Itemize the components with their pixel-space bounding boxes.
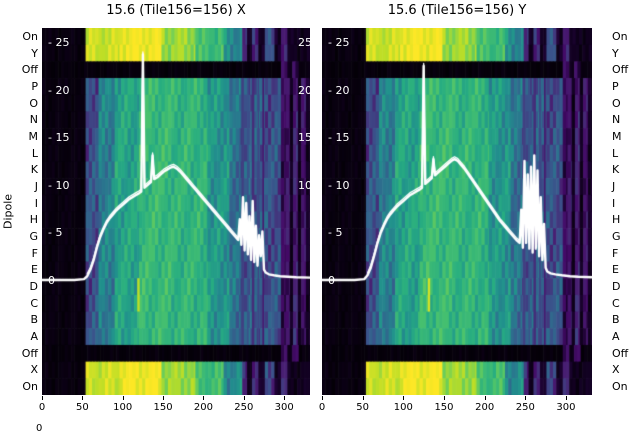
dipole-row-label: F <box>31 246 38 260</box>
heatmap-plot-y: - 25 - 20 - 15 - 10 - 5 0 <box>322 28 592 395</box>
overlay-tick-left: - 10 <box>328 178 350 192</box>
overlay-tick-left: 0 <box>48 274 55 287</box>
dipole-row-label: H <box>29 213 38 227</box>
dipole-row-label: P <box>612 79 619 93</box>
overlay-tick-left: - 20 <box>48 83 70 97</box>
x-tick-mark <box>163 396 165 400</box>
corner-tick-label: 0 <box>36 423 43 434</box>
x-tick-label: 0 <box>318 402 326 413</box>
x-tick-mark <box>362 396 364 400</box>
dipole-row-label: C <box>612 296 620 310</box>
overlay-tick-left: - 25 <box>48 36 70 49</box>
overlay-tick-left: - 25 <box>328 36 350 49</box>
dipole-row-label: X <box>612 363 620 377</box>
dipole-row-label: K <box>30 163 38 177</box>
overlay-tick-right: 25 <box>298 36 312 49</box>
overlay-tick-left: - 15 <box>48 131 70 145</box>
x-tick-mark <box>42 396 43 400</box>
dipole-row-label: Off <box>612 63 629 77</box>
heatmap-canvas-y <box>322 28 592 395</box>
x-tick-label: 50 <box>356 402 370 413</box>
dipole-row-label: N <box>612 113 621 127</box>
dipole-row-label: On <box>22 380 38 394</box>
x-tick-mark <box>82 396 84 400</box>
dipole-row-label: I <box>612 196 616 210</box>
dipole-row-label: D <box>612 280 621 294</box>
dipole-row-label: Off <box>612 346 629 360</box>
dipole-row-label: On <box>612 29 628 43</box>
dipole-row-label: Off <box>21 63 38 77</box>
x-tick-mark <box>484 396 486 400</box>
dipole-row-label: Off <box>21 346 38 360</box>
dipole-row-label: L <box>31 146 38 160</box>
x-tick-mark <box>284 396 286 400</box>
x-tick-label: 100 <box>113 402 133 413</box>
dipole-row-label: J <box>612 179 616 193</box>
dipole-row-label: Y <box>612 46 619 60</box>
x-tick-mark <box>565 396 567 400</box>
dipole-row-label: On <box>22 29 38 43</box>
overlay-tick-right: 10 <box>298 178 312 192</box>
dipole-row-label: I <box>34 196 38 210</box>
dipole-row-label: G <box>29 230 38 244</box>
x-tick-label: 250 <box>234 402 254 413</box>
x-tick-label: 150 <box>153 402 173 413</box>
dipole-row-label: O <box>29 96 38 110</box>
dipole-row-label: F <box>612 246 619 260</box>
x-tick-label: 300 <box>274 402 294 413</box>
heatmap-canvas-x <box>42 28 310 395</box>
dipole-row-label: H <box>612 213 621 227</box>
dipole-row-label: E <box>31 263 38 277</box>
overlay-tick-left: - 15 <box>328 131 350 145</box>
dipole-row-label: E <box>612 263 619 277</box>
x-tick-label: 0 <box>38 402 46 413</box>
overlay-tick-left: - 5 <box>328 226 343 240</box>
dipole-row-label: X <box>30 363 38 377</box>
x-tick-label: 300 <box>556 402 576 413</box>
x-tick-mark <box>403 396 405 400</box>
y-axis-label: Dipole <box>1 193 15 230</box>
dipole-row-label: On <box>612 380 628 394</box>
overlay-tick-left: - 5 <box>48 226 63 240</box>
dipole-row-label: G <box>612 230 621 244</box>
overlay-tick-left: - 20 <box>328 83 350 97</box>
dipole-row-label: B <box>612 313 620 327</box>
x-tick-label: 100 <box>393 402 413 413</box>
x-tick-label: 150 <box>434 402 454 413</box>
x-tick-mark <box>525 396 527 400</box>
overlay-tick-right: 15 <box>298 131 312 145</box>
dipole-row-label: C <box>30 296 38 310</box>
overlay-tick-left: - 10 <box>48 178 70 192</box>
dipole-row-label: O <box>612 96 621 110</box>
dipole-row-label: N <box>29 113 38 127</box>
dipole-row-label: J <box>34 179 38 193</box>
plot-title-x: 15.6 (Tile156=156) X <box>106 3 246 18</box>
overlay-tick-left: 0 <box>328 274 335 287</box>
x-tick-label: 50 <box>75 402 89 413</box>
x-tick-label: 200 <box>193 402 213 413</box>
dipole-row-label: A <box>30 330 38 344</box>
dipole-row-label: P <box>31 79 38 93</box>
dipole-row-label: A <box>612 330 620 344</box>
dipole-row-label: K <box>612 163 620 177</box>
dipole-row-label: L <box>612 146 619 160</box>
x-tick-label: 250 <box>515 402 535 413</box>
x-tick-mark <box>443 396 445 400</box>
dipole-row-label: Y <box>31 46 38 60</box>
overlay-tick-right: 20 <box>298 83 312 97</box>
x-tick-mark <box>122 396 124 400</box>
x-tick-label: 200 <box>475 402 495 413</box>
heatmap-plot-x: - 25 - 20 - 15 - 10 - 5 0 25 20 15 10 <box>42 28 312 395</box>
x-tick-mark <box>203 396 205 400</box>
plot-title-y: 15.6 (Tile156=156) Y <box>387 3 527 18</box>
dipole-row-label: M <box>28 129 39 143</box>
dipole-row-label: B <box>30 313 38 327</box>
dipole-row-label: D <box>29 280 38 294</box>
x-tick-mark <box>322 396 323 400</box>
x-tick-mark <box>243 396 245 400</box>
dipole-row-label: M <box>612 129 622 143</box>
